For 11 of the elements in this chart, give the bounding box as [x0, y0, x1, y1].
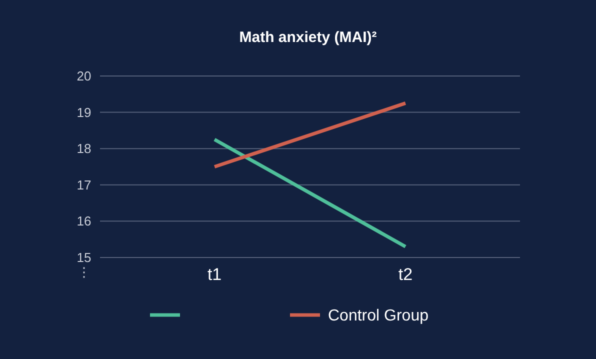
y-tick-label: ⋮	[78, 264, 90, 280]
y-tick-label: 16	[76, 214, 92, 229]
y-tick-label: 17	[76, 177, 92, 192]
y-tick-label: 19	[76, 104, 92, 120]
chart-title: Math anxiety (MAI)²	[239, 29, 377, 46]
legend-label: Control Group	[328, 308, 429, 325]
y-tick-label: 20	[76, 68, 92, 84]
y-tick-label: 15	[76, 250, 92, 266]
x-tick-label: t2	[398, 265, 413, 284]
y-tick-label: 18	[76, 141, 92, 156]
x-tick-label: t1	[207, 265, 222, 284]
